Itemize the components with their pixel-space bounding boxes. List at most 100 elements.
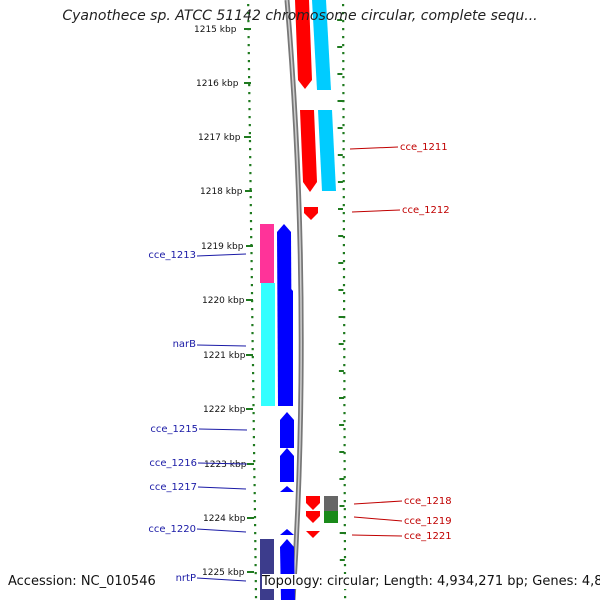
kbp-label: 1219 kbp [201,242,244,252]
gene-arrow-forward [300,110,317,192]
gc-dot [249,156,252,159]
gc-dot [342,92,345,95]
gc-dot [251,300,254,303]
gc-dot [342,212,345,215]
gene-name[interactable]: cce_1217 [149,482,197,493]
kbp-label: 1222 kbp [203,405,246,415]
gc-dot [254,556,257,559]
gc-dot [343,356,346,359]
gene-arrow-forward [304,207,318,220]
gc-dot [250,284,253,287]
gc-dot [251,324,254,327]
gene-label-nrtP[interactable]: nrtP [176,573,247,584]
gc-dot [248,124,251,127]
gene-name[interactable]: nrtP [176,573,196,584]
gc-dot [342,116,345,119]
gc-dot [253,492,256,495]
gc-dot [254,564,257,567]
forward-gene-labels: cce_1211 cce_1212 cce_1218 cce_1219 cce_… [349,142,452,542]
gc-dot [343,348,346,351]
gene-name[interactable]: cce_1219 [404,516,452,527]
kbp-label: 1220 kbp [202,296,245,306]
gc-dot [343,372,346,375]
gc-dot [343,500,346,503]
gc-dot [342,148,345,151]
gene-name[interactable]: cce_1218 [404,496,452,507]
kbp-label: 1216 kbp [196,79,239,89]
gc-dot [342,276,346,279]
tick-1216: 1216 kbp [196,79,251,89]
gc-dot [247,52,250,55]
gc-dot [249,180,252,183]
gene-label-cce_1212[interactable]: cce_1212 [351,205,450,216]
gene-name[interactable]: cce_1221 [404,531,452,542]
gene-name[interactable]: narB [173,339,197,350]
gene-arrow-forward [306,496,320,510]
map-title: Cyanothece sp. ATCC 51142 chromosome cir… [62,8,538,24]
gene-name[interactable]: cce_1213 [148,250,196,261]
gene-arrow-reverse [280,486,294,492]
gc-dot [343,548,346,551]
gc-dot [343,308,346,311]
accession-text: Accession: NC_010546 [8,574,156,589]
tick-1215: 1215 kbp [194,25,251,35]
gene-arrow-reverse [280,529,294,535]
gc-dot [343,572,347,575]
gc-dot [342,228,345,231]
gc-dot [343,316,346,319]
gc-dot [252,444,256,447]
gc-dot [344,588,347,591]
gene-arrow-forward [295,0,312,89]
gc-dot [342,188,345,191]
gc-dot [253,452,256,455]
reverse-cog-ring [260,224,275,600]
gene-label-cce_1211[interactable]: cce_1211 [349,142,448,153]
cog-block [318,110,336,191]
gc-dot [252,404,255,407]
cog-block [312,0,331,90]
gene-label-cce_1216[interactable]: cce_1216 [149,458,248,469]
gc-dot [253,468,256,471]
gc-dot [247,12,250,15]
gc-dot [250,260,253,263]
gene-label-cce_1215[interactable]: cce_1215 [150,424,248,435]
gc-dot [253,500,256,503]
gene-name[interactable]: cce_1216 [149,458,197,469]
cog-block [324,511,338,523]
gc-dot [343,532,346,535]
tick-1221: 1221 kbp [203,351,253,361]
gc-dot [249,172,252,175]
gene-label-narB[interactable]: narB [173,339,247,350]
chromosome-backbone-highlight [286,0,302,600]
cog-block [260,224,274,283]
gene-label-cce_1218[interactable]: cce_1218 [353,496,452,507]
gc-dot [343,340,346,343]
gene-name[interactable]: cce_1220 [148,524,196,535]
tick-1217: 1217 kbp [198,133,251,143]
cog-block [260,539,274,600]
gene-label-cce_1217[interactable]: cce_1217 [149,482,247,493]
gc-dot [343,564,347,567]
gene-name[interactable]: cce_1212 [402,205,450,216]
kbp-label: 1215 kbp [194,25,237,35]
gc-dot [343,332,346,335]
tick-1223: 1223 kbp [204,460,254,470]
gene-label-cce_1213[interactable]: cce_1213 [148,250,247,261]
gene-label-cce_1221[interactable]: cce_1221 [351,531,452,542]
gc-dot [342,76,345,79]
gene-label-cce_1220[interactable]: cce_1220 [148,524,247,535]
gc-dot [252,412,255,415]
gc-dot [343,380,346,383]
gc-dot [247,44,250,47]
gene-arrow-reverse [280,412,294,448]
gc-dot [342,284,346,287]
gc-dot [342,84,345,87]
gene-label-cce_1219[interactable]: cce_1219 [353,516,452,527]
gc-dot [250,228,253,231]
gene-name[interactable]: cce_1215 [150,424,198,435]
gene-name[interactable]: cce_1211 [400,142,448,153]
gc-dot [343,556,347,559]
gc-dot [342,260,346,263]
